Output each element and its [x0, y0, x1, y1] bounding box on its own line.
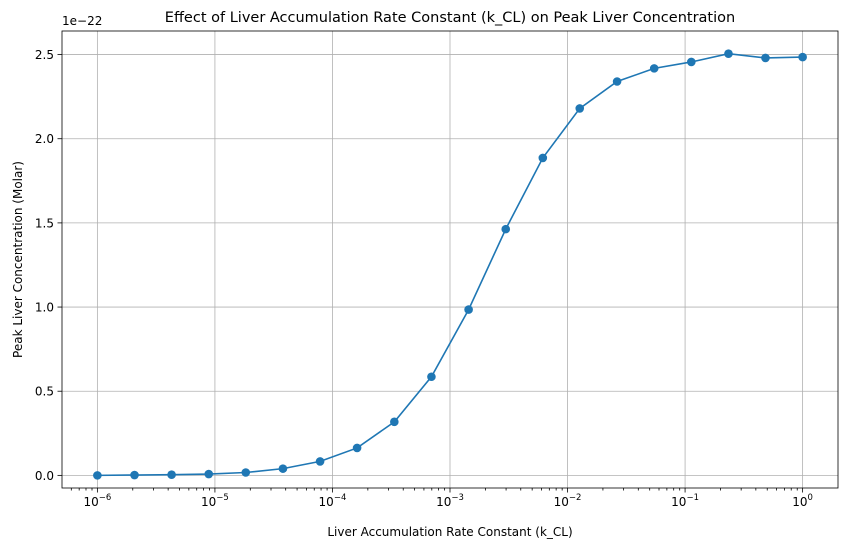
data-point [427, 372, 436, 382]
data-point [538, 153, 548, 163]
data-point [167, 470, 176, 480]
y-axis-label: Peak Liver Concentration (Molar) [11, 161, 25, 358]
x-tick-label: 10−5 [201, 493, 229, 509]
chart-title: Effect of Liver Accumulation Rate Consta… [165, 10, 735, 26]
y-offset-label: 1e−22 [62, 14, 102, 28]
x-tick-label: 10−2 [554, 493, 582, 509]
data-point [93, 471, 102, 480]
x-tick-label: 10−4 [319, 493, 347, 509]
data-point [612, 77, 622, 86]
data-series [93, 49, 807, 480]
data-point [315, 457, 325, 466]
y-tick-label: 2.5 [35, 48, 54, 62]
data-point [241, 468, 251, 477]
axis-ticks: 10−6 10−5 10−4 10−3 10−2 10−1 100 0.0 0.5 1.0 1.5 2… [35, 48, 813, 509]
data-point [130, 470, 139, 480]
data-point [278, 464, 288, 473]
x-tick-label: 100 [792, 493, 813, 509]
data-point [204, 469, 214, 479]
data-point [649, 64, 659, 73]
data-point [798, 52, 807, 62]
x-axis-label: Liver Accumulation Rate Constant (k_CL) [327, 525, 572, 539]
y-tick-label: 0.0 [35, 469, 54, 483]
grid-lines [62, 31, 838, 488]
data-point [390, 417, 399, 427]
data-point [575, 104, 585, 113]
series-line [97, 52, 803, 477]
data-point [501, 224, 511, 234]
x-tick-label: 10−1 [671, 493, 699, 509]
x-tick-label: 10−6 [83, 493, 111, 509]
y-tick-label: 1.0 [35, 301, 54, 315]
y-tick-label: 1.5 [35, 216, 54, 230]
y-tick-label: 0.5 [35, 385, 54, 399]
data-point [687, 57, 696, 67]
data-point [761, 53, 770, 63]
data-point [724, 49, 733, 59]
x-tick-label: 10−3 [436, 493, 464, 509]
data-point [352, 443, 362, 453]
y-tick-label: 2.0 [35, 132, 54, 146]
data-point [464, 305, 473, 314]
